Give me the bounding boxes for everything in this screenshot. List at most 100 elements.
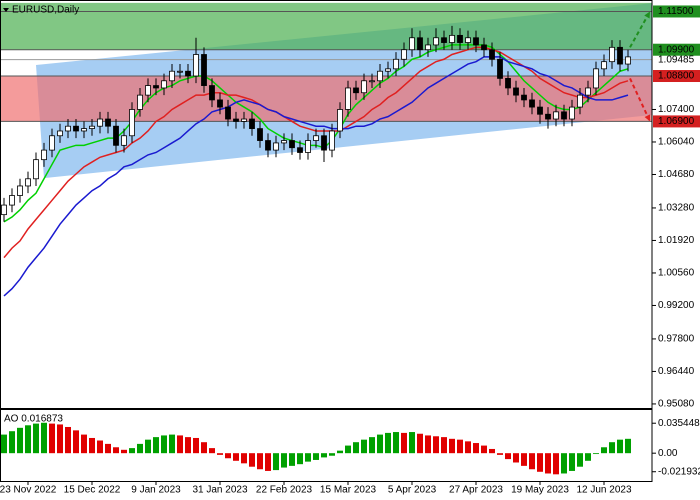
oscillator-bar bbox=[441, 437, 447, 454]
candle-body bbox=[521, 94, 527, 101]
y-tick-label: 1.00560 bbox=[658, 268, 695, 279]
x-tick-label: 19 May 2023 bbox=[511, 485, 569, 496]
oscillator-bar bbox=[193, 437, 199, 454]
oscillator-bar bbox=[545, 453, 551, 474]
oscillator-bar bbox=[177, 435, 183, 454]
candle-body bbox=[377, 70, 383, 82]
oscillator-bar bbox=[425, 435, 431, 454]
candle-body bbox=[513, 87, 519, 96]
candle-body bbox=[9, 195, 15, 206]
level-label: 1.09485 bbox=[658, 54, 695, 65]
candle-body bbox=[273, 142, 279, 151]
candle-body bbox=[553, 111, 559, 120]
candle-body bbox=[257, 128, 263, 141]
oscillator-bar bbox=[553, 453, 559, 475]
oscillator-label: AO 0.016873 bbox=[4, 414, 63, 425]
y-tick-label: 0.95080 bbox=[658, 399, 695, 410]
oscillator-bar bbox=[489, 448, 495, 454]
candle-body bbox=[545, 113, 551, 120]
oscillator-y-tick-label: 0.00 bbox=[658, 448, 678, 459]
oscillator-bar bbox=[465, 441, 471, 454]
x-tick-label: 9 Jan 2023 bbox=[131, 485, 181, 496]
oscillator-bar bbox=[209, 448, 215, 454]
oscillator-bar bbox=[337, 450, 343, 454]
candle-body bbox=[369, 80, 375, 83]
oscillator-bar bbox=[393, 432, 399, 454]
candle-body bbox=[65, 125, 71, 132]
candle-body bbox=[137, 94, 143, 110]
candle-body bbox=[225, 106, 231, 120]
oscillator-bar bbox=[569, 453, 575, 471]
oscillator-bar bbox=[129, 448, 135, 454]
oscillator-bar bbox=[113, 447, 119, 454]
oscillator-bar bbox=[89, 437, 95, 454]
oscillator-bar bbox=[281, 453, 287, 468]
candle-body bbox=[193, 54, 199, 77]
y-tick-label: 0.97800 bbox=[658, 334, 695, 345]
candle-body bbox=[465, 37, 471, 43]
candle-body bbox=[441, 37, 447, 43]
oscillator-bar bbox=[217, 453, 223, 455]
candle-body bbox=[505, 77, 511, 89]
x-tick-label: 12 Jun 2023 bbox=[576, 485, 631, 496]
candle-body bbox=[337, 109, 343, 132]
main-panel-frame bbox=[0, 0, 653, 409]
candle-body bbox=[1, 204, 7, 216]
level-label-box bbox=[653, 70, 700, 83]
x-tick-label: 22 Feb 2023 bbox=[256, 485, 313, 496]
moving-average-line bbox=[3, 56, 629, 297]
candle-body bbox=[17, 185, 23, 196]
candle-body bbox=[457, 34, 463, 43]
candle-body bbox=[113, 125, 119, 146]
oscillator-bar bbox=[97, 440, 103, 454]
candle-body bbox=[321, 135, 327, 151]
oscillator-bar bbox=[609, 442, 615, 454]
oscillator-bar bbox=[17, 427, 23, 454]
x-tick-label: 15 Mar 2023 bbox=[320, 485, 377, 496]
level-label: 1.09900 bbox=[658, 44, 695, 55]
oscillator-bar bbox=[49, 423, 55, 454]
candle-body bbox=[313, 135, 319, 141]
oscillator-bar bbox=[225, 453, 231, 459]
level-label-box bbox=[653, 43, 700, 56]
candle-body bbox=[289, 140, 295, 149]
oscillator-bar bbox=[265, 453, 271, 471]
x-tick-label: 31 Jan 2023 bbox=[192, 485, 247, 496]
candle-body bbox=[449, 34, 455, 43]
candle-body bbox=[129, 109, 135, 137]
candle-body bbox=[105, 118, 111, 127]
x-tick-label: 5 Apr 2023 bbox=[388, 485, 437, 496]
candle-body bbox=[121, 135, 127, 146]
oscillator-bar bbox=[417, 433, 423, 454]
candle-body bbox=[385, 68, 391, 72]
oscillator-bar bbox=[561, 453, 567, 474]
oscillator-bar bbox=[409, 432, 415, 454]
price-zone bbox=[0, 2, 652, 50]
oscillator-bar bbox=[449, 438, 455, 454]
oscillator-bar bbox=[617, 439, 623, 454]
candle-body bbox=[233, 118, 239, 122]
axis-area bbox=[652, 0, 700, 500]
oscillator-bar bbox=[593, 453, 599, 455]
oscillator-bar bbox=[329, 453, 335, 456]
arrow-head bbox=[644, 114, 651, 122]
candle-body bbox=[537, 106, 543, 115]
oscillator-bar bbox=[153, 437, 159, 454]
oscillator-bar bbox=[25, 425, 31, 454]
y-tick-label: 1.01920 bbox=[658, 235, 695, 246]
candle-body bbox=[569, 106, 575, 120]
oscillator-bar bbox=[201, 442, 207, 454]
oscillator-bar bbox=[249, 453, 255, 467]
oscillator-bar bbox=[625, 438, 631, 454]
oscillator-bar bbox=[289, 453, 295, 466]
oscillator-bar bbox=[321, 453, 327, 458]
oscillator-bar bbox=[305, 453, 311, 462]
candle-body bbox=[49, 135, 55, 151]
candle-body bbox=[561, 111, 567, 120]
oscillator-bar bbox=[473, 443, 479, 454]
candle-body bbox=[145, 85, 151, 96]
oscillator-y-tick-label: 0.035448 bbox=[658, 418, 700, 429]
oscillator-bar bbox=[537, 453, 543, 472]
candle-body bbox=[185, 70, 191, 77]
